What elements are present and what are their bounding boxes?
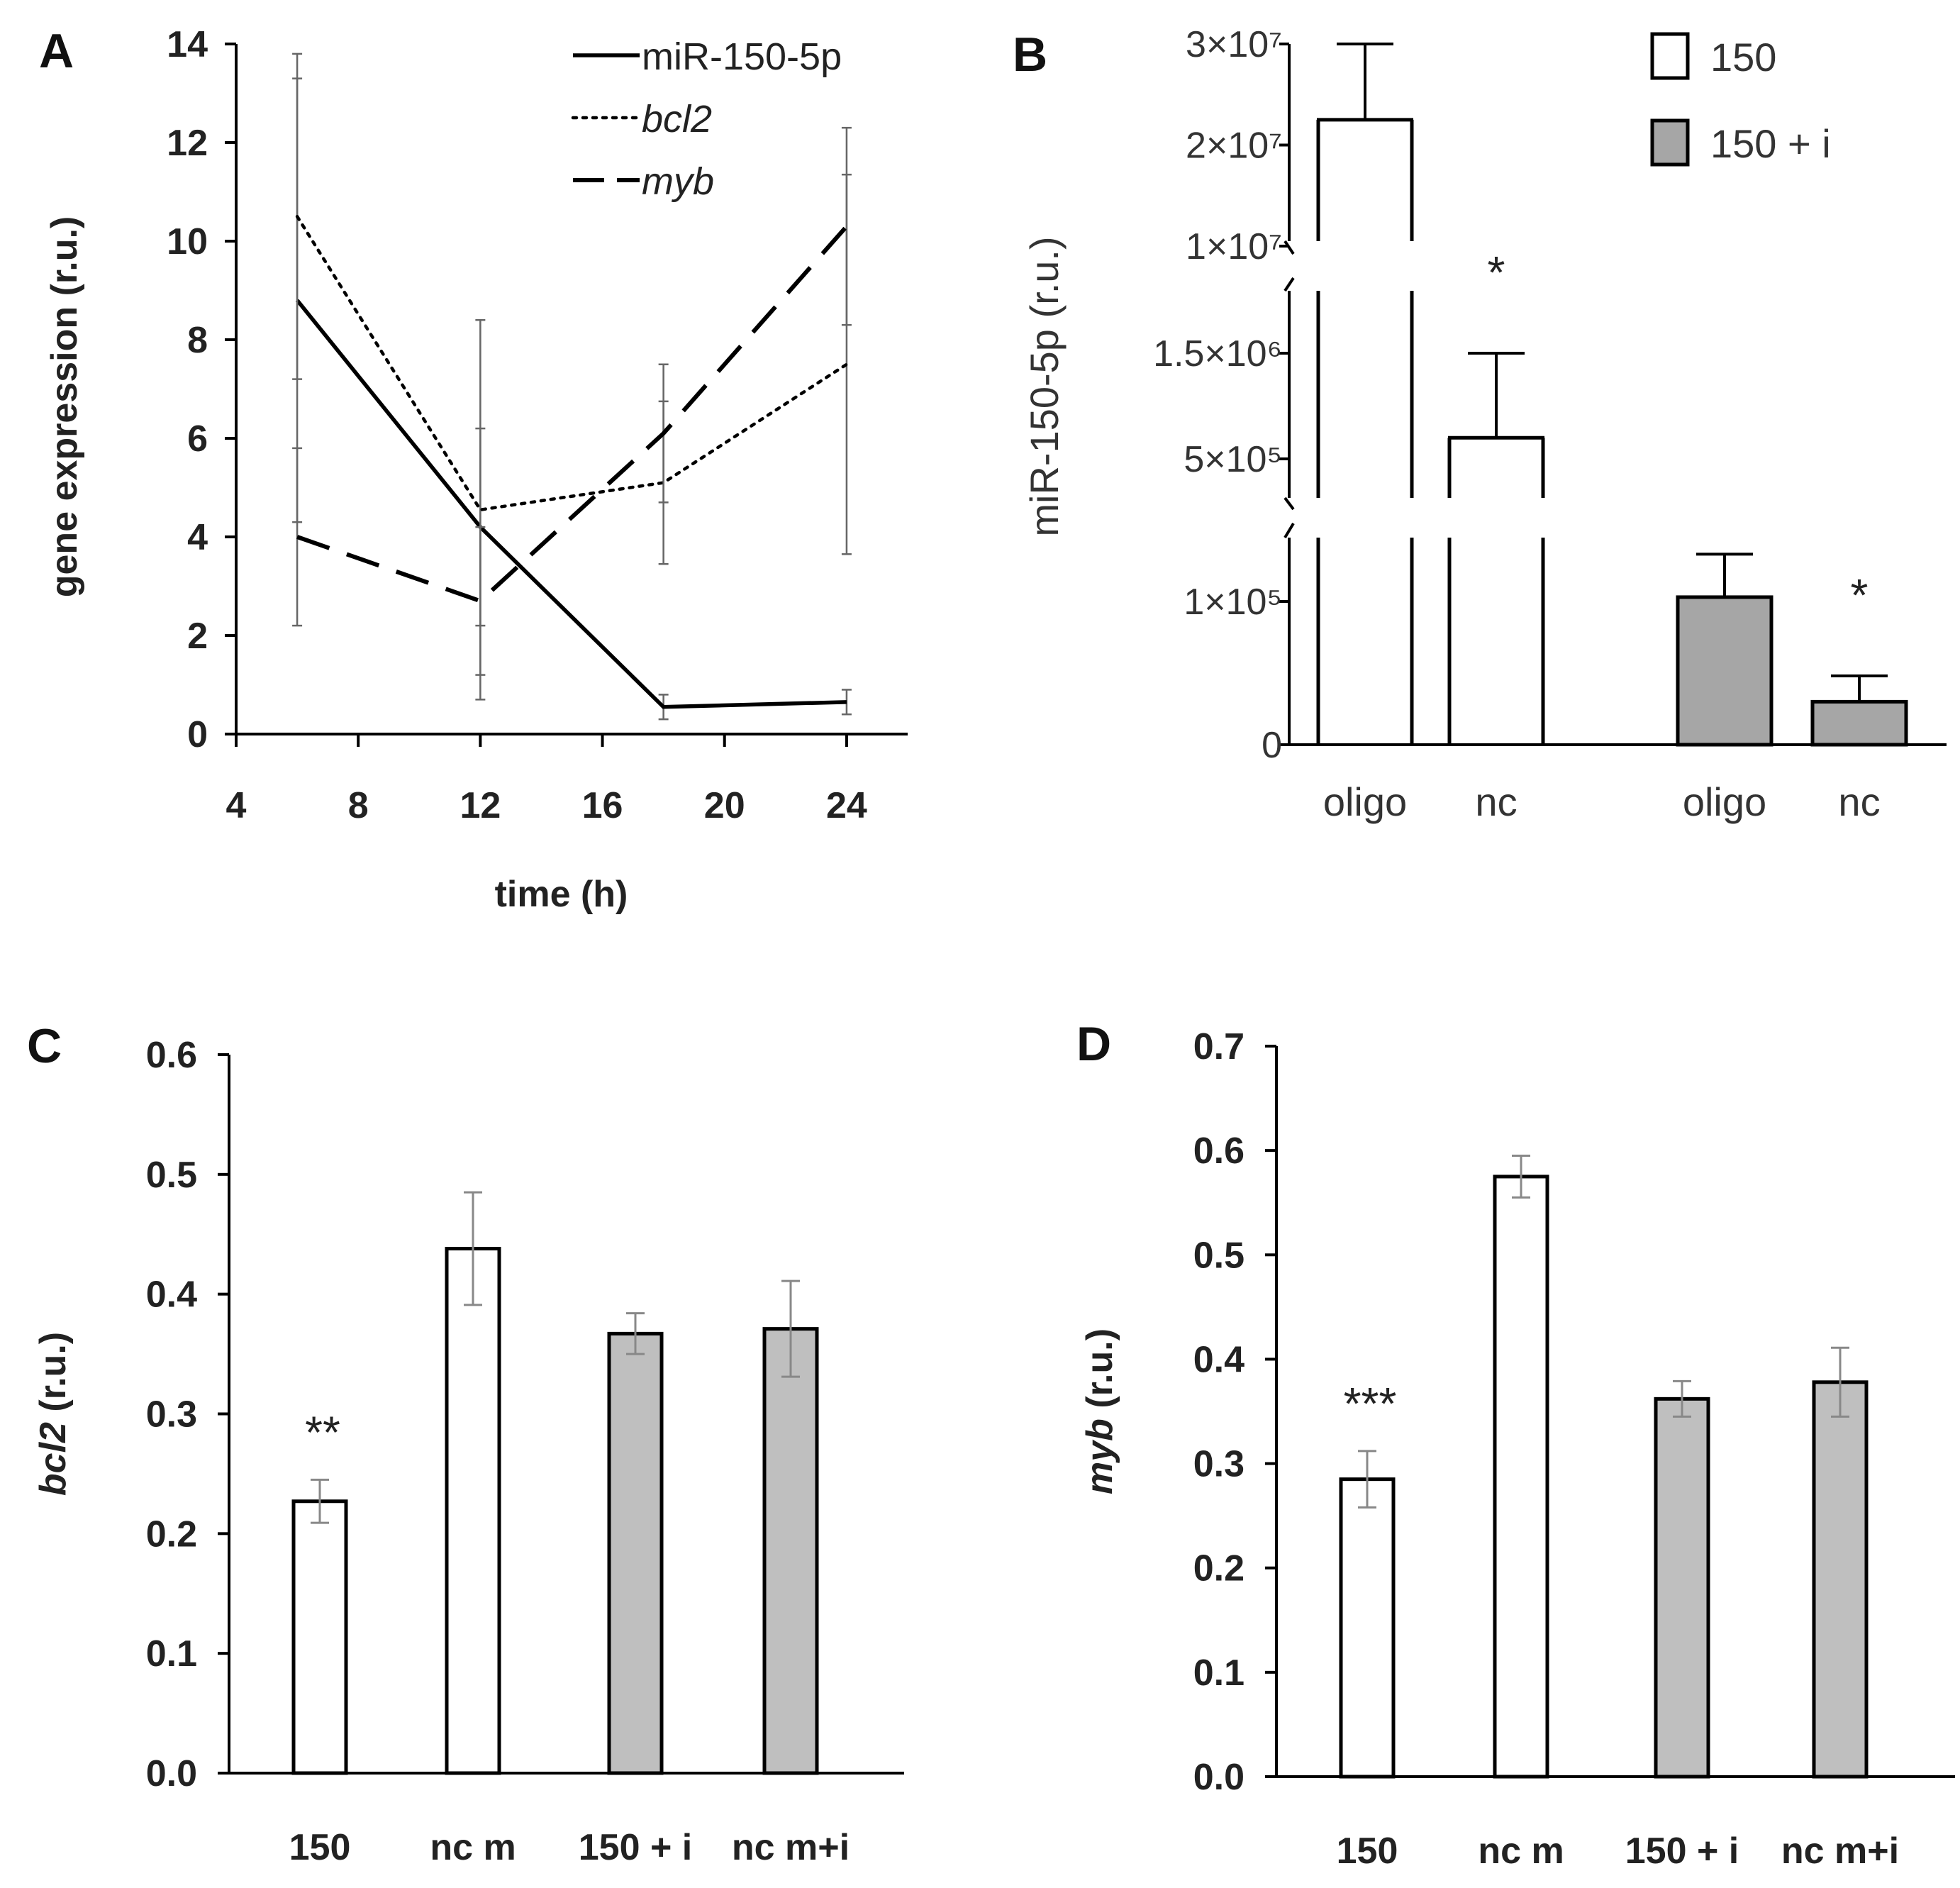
panel-label-c: C: [27, 1019, 62, 1073]
significance-marker: **: [305, 1406, 340, 1457]
x-category-label: 150: [289, 1827, 351, 1868]
legend-label-bcl2: bcl2: [642, 98, 712, 140]
panel-label-a: A: [39, 24, 74, 78]
bar-150 + i-oligo: [1676, 595, 1774, 747]
bar-150 + i: [607, 1331, 664, 1775]
legend-label-150 + i: 150 + i: [1710, 121, 1831, 166]
y-tick-label: 0.5: [146, 1155, 197, 1196]
y-tick-label: 0.4: [146, 1275, 197, 1316]
y-tick-label: 4: [187, 517, 208, 558]
x-category-label: 150: [1337, 1831, 1398, 1872]
bar-nc m+i: [762, 1327, 819, 1775]
y-tick-label: 1.5×10⁶: [1153, 333, 1282, 374]
x-category-label: nc m: [430, 1827, 516, 1868]
y-tick-label: 0.3: [1193, 1444, 1245, 1485]
y-tick-label: 0: [187, 714, 208, 755]
y-tick-label: 2: [187, 616, 208, 657]
legend-label-myb: myb: [642, 160, 714, 203]
x-category-label: 150 + i: [1625, 1831, 1739, 1872]
axis-break-mark: [1284, 496, 1295, 511]
y-axis-title: myb (r.u.): [1079, 1328, 1120, 1494]
y-tick-label: 0.6: [1193, 1131, 1245, 1172]
x-category-label: nc: [1475, 779, 1517, 824]
x-tick-label: 12: [460, 785, 501, 826]
x-category-label: nc m: [1478, 1831, 1564, 1872]
x-category-label: oligo: [1323, 779, 1407, 824]
panel-label-d: D: [1076, 1017, 1111, 1071]
bar-nc m+i: [1812, 1380, 1869, 1779]
y-tick-label: 0.0: [146, 1753, 197, 1794]
x-category-label: nc m+i: [732, 1827, 850, 1868]
y-tick-label: 8: [187, 320, 208, 361]
y-tick-label: 1×10⁵: [1184, 582, 1282, 623]
y-tick-label: 0.0: [1193, 1757, 1245, 1798]
x-tick-label: 4: [226, 785, 247, 826]
bar-nc m: [445, 1247, 501, 1775]
legend-swatch-150: [1650, 32, 1690, 80]
y-axis-title: miR-150-5p (r.u.): [1022, 236, 1067, 536]
x-tick-label: 20: [704, 785, 745, 826]
y-tick-label: 6: [187, 418, 208, 460]
x-tick-label: 24: [826, 785, 867, 826]
axis-break-mark: [1284, 522, 1295, 539]
bar-150: [291, 1499, 348, 1775]
y-tick-label: 3×10⁷: [1186, 24, 1282, 65]
axis-break-mark: [1284, 277, 1295, 292]
series-line-bcl2: [295, 215, 849, 512]
y-axis-title-gene: myb: [1079, 1418, 1120, 1494]
y-tick-label: 10: [167, 221, 208, 262]
significance-marker: *: [1851, 570, 1869, 621]
series-line-miR-150-5p: [295, 299, 847, 709]
panel-c-bar-chart: 0.0 0.1 0.2 0.3 0.4 0.5 0.6 bcl2 (r.u.) 150 ** nc …: [33, 1035, 904, 1868]
y-tick-label: 12: [167, 123, 208, 164]
y-axis-title-unit: (r.u.): [33, 1332, 74, 1422]
x-category-label: 150 + i: [579, 1827, 692, 1868]
x-axis-title: time (h): [495, 874, 628, 915]
legend-label-150: 150: [1710, 35, 1776, 79]
y-tick-label: 0.1: [1193, 1653, 1245, 1694]
x-category-label: nc: [1838, 779, 1880, 824]
y-tick-label: 0: [1262, 725, 1282, 766]
x-category-label: oligo: [1683, 779, 1766, 824]
panel-d-bar-chart: 0.0 0.1 0.2 0.3 0.4 0.5 0.6 0.7 myb (r.u.) 150 ***…: [1079, 1026, 1955, 1872]
x-category-label: nc m+i: [1781, 1831, 1899, 1872]
bar-nc m: [1493, 1175, 1549, 1779]
legend-swatch-150 + i: [1650, 118, 1690, 167]
y-axis-title: gene expression (r.u.): [44, 216, 85, 598]
x-tick-label: 8: [348, 785, 369, 826]
y-tick-label: 1×10⁷: [1186, 226, 1282, 267]
y-axis-title-gene: bcl2: [33, 1422, 74, 1496]
y-tick-label: 0.7: [1193, 1026, 1245, 1067]
y-axis-title-unit: (r.u.): [1079, 1328, 1120, 1418]
y-tick-label: 0.4: [1193, 1339, 1245, 1380]
y-tick-label: 0.1: [146, 1633, 197, 1675]
legend-label-miR-150-5p: miR-150-5p: [642, 35, 842, 78]
significance-marker: *: [1488, 247, 1505, 298]
y-tick-label: 0.6: [146, 1035, 197, 1076]
panel-label-b: B: [1013, 28, 1047, 82]
y-axis-title: bcl2 (r.u.): [33, 1332, 74, 1496]
series-line-myb: [296, 225, 849, 604]
x-tick-label: 16: [582, 785, 623, 826]
bar-150 + i-nc: [1810, 699, 1908, 747]
y-tick-label: 0.2: [1193, 1548, 1245, 1589]
y-tick-label: 0.2: [146, 1514, 197, 1555]
y-tick-label: 0.5: [1193, 1235, 1245, 1276]
y-tick-label: 14: [167, 24, 208, 65]
y-tick-label: 5×10⁵: [1184, 439, 1282, 480]
y-tick-label: 0.3: [146, 1394, 197, 1436]
bar-150: [1339, 1477, 1396, 1779]
bar-150 + i: [1654, 1396, 1710, 1779]
significance-marker: ***: [1344, 1378, 1397, 1429]
panel-b-bar-chart: 0 1×10⁵ 5×10⁵ 1.5×10⁶ 1×10⁷ 2×10⁷ 3×10⁷ miR-150…: [1022, 24, 1947, 824]
y-tick-label: 2×10⁷: [1186, 126, 1282, 167]
